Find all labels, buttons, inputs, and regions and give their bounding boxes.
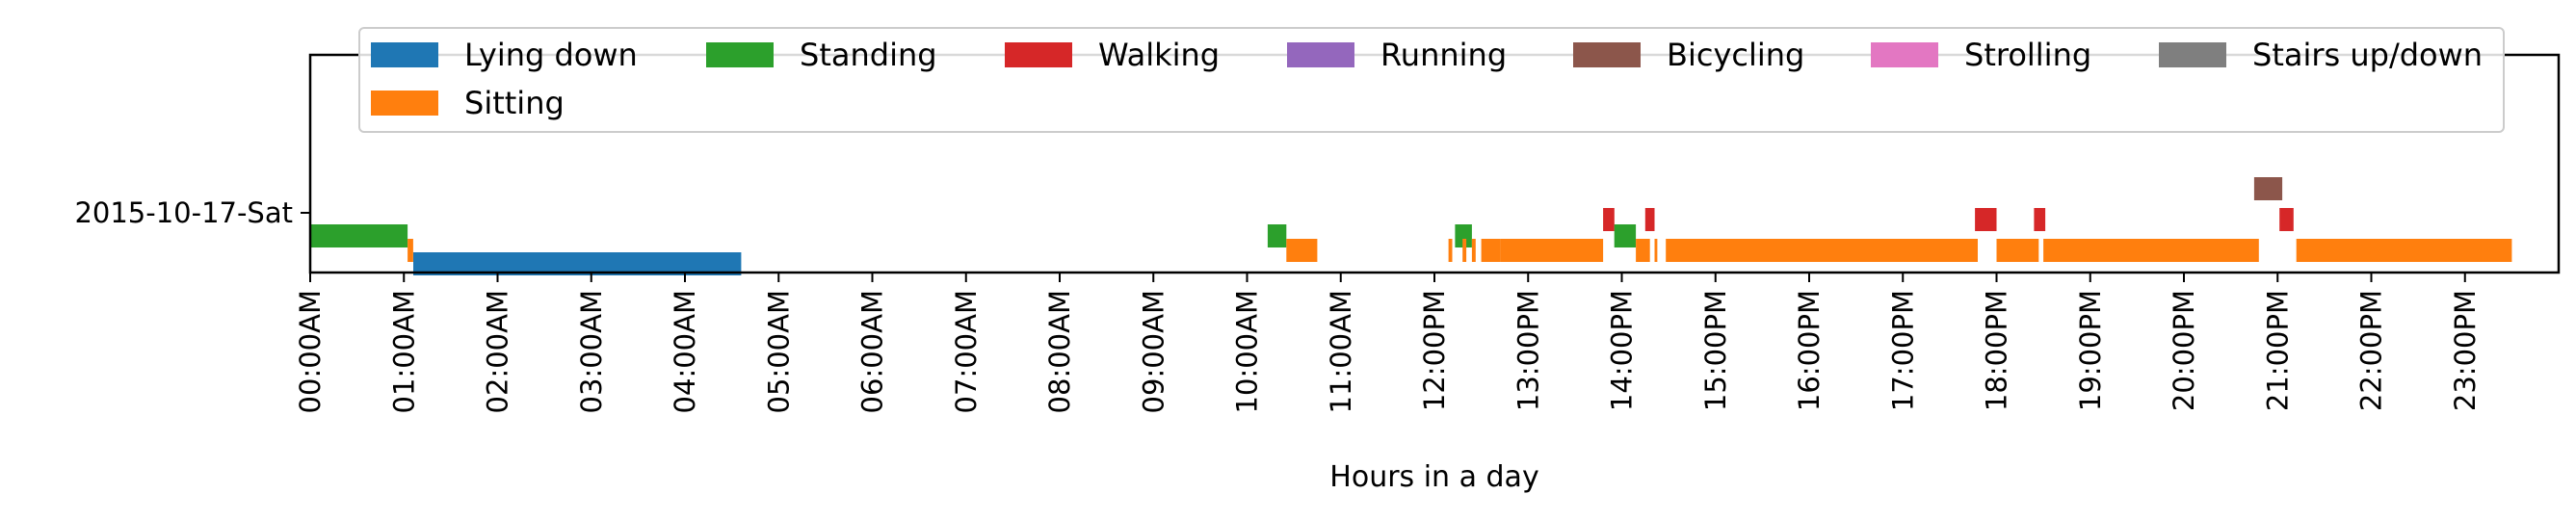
legend-label: Bicycling	[1667, 37, 1804, 73]
legend-label: Standing	[800, 37, 937, 73]
x-tick-label: 11:00AM	[1325, 290, 1357, 413]
legend-swatch	[371, 42, 438, 67]
activity-segment-sitting	[1471, 239, 1476, 262]
activity-segment-sitting	[407, 239, 413, 262]
activity-segment-sitting	[1500, 239, 1604, 262]
activity-segment-sitting	[1462, 239, 1467, 262]
legend-swatch	[1871, 42, 1938, 67]
x-tick-label: 16:00PM	[1793, 290, 1826, 411]
x-tick-label: 12:00PM	[1418, 290, 1451, 411]
legend-swatch	[706, 42, 774, 67]
x-tick-label: 21:00PM	[2261, 290, 2294, 411]
activity-segment-sitting	[1636, 239, 1650, 262]
y-tick-label: 2015-10-17-Sat	[74, 196, 293, 229]
activity-segment-walking	[1603, 208, 1615, 231]
activity-segment-sitting	[1448, 239, 1453, 262]
legend: Lying down Standing Walking Running Bicyclin…	[358, 27, 2505, 133]
x-tick-label: 15:00PM	[1699, 290, 1732, 411]
legend-label: Strolling	[1964, 37, 2091, 73]
activity-segment-walking	[1975, 208, 1997, 231]
activity-segment-bicycling	[2253, 177, 2283, 200]
legend-label: Walking	[1098, 37, 1220, 73]
x-tick-label: 07:00AM	[950, 290, 983, 413]
legend-box	[358, 27, 2505, 133]
x-tick-label: 22:00PM	[2355, 290, 2388, 411]
x-tick-label: 14:00PM	[1606, 290, 1639, 411]
x-tick-label: 01:00AM	[387, 290, 420, 413]
activity-segment-standing	[1614, 224, 1637, 247]
y-axis: 2015-10-17-Sat	[74, 196, 310, 229]
legend-swatch	[2159, 42, 2226, 67]
x-tick-label: 03:00AM	[575, 290, 608, 413]
activity-segment-walking	[2034, 208, 2046, 231]
activity-segment-sitting	[1666, 239, 1978, 262]
x-tick-label: 13:00PM	[1511, 290, 1544, 411]
activity-segment-walking	[1644, 208, 1655, 231]
activity-segment-standing	[1267, 224, 1287, 247]
x-tick-label: 04:00AM	[669, 290, 701, 413]
x-tick-label: 20:00PM	[2168, 290, 2200, 411]
activity-segment-sitting	[1996, 239, 2039, 262]
activity-segment-standing	[1455, 224, 1472, 247]
legend-swatch	[1287, 42, 1354, 67]
activity-segment-sitting	[2043, 239, 2259, 262]
activity-segment-walking	[2279, 208, 2294, 231]
x-tick-label: 09:00AM	[1137, 290, 1170, 413]
activity-segment-standing	[310, 224, 408, 247]
legend-label: Running	[1380, 37, 1507, 73]
activity-segment-sitting	[2296, 239, 2512, 262]
x-tick-label: 05:00AM	[762, 290, 795, 413]
x-tick-label: 08:00AM	[1043, 290, 1076, 413]
x-tick-label: 10:00AM	[1231, 290, 1264, 413]
legend-label: Sitting	[464, 85, 565, 121]
legend-label: Stairs up/down	[2252, 37, 2483, 73]
x-tick-label: 23:00PM	[2449, 290, 2482, 411]
legend-swatch	[1573, 42, 1641, 67]
x-tick-label: 02:00AM	[482, 290, 514, 413]
legend-swatch	[371, 91, 438, 116]
x-axis-label: Hours in a day	[1329, 460, 1538, 494]
chart-marks	[310, 177, 2512, 275]
x-tick-label: 06:00AM	[856, 290, 889, 413]
legend-swatch	[1005, 42, 1072, 67]
x-tick-label: 19:00PM	[2074, 290, 2107, 411]
x-tick-label: 17:00PM	[1886, 290, 1919, 411]
activity-segment-sitting	[1654, 239, 1658, 262]
legend-label: Lying down	[464, 37, 638, 73]
activity-segment-sitting	[1481, 239, 1501, 262]
x-tick-label: 18:00PM	[1981, 290, 2013, 411]
x-axis: 00:00AM 01:00AM 02:00AM 03:00AM 04:00AM 05:00…	[294, 273, 2482, 413]
x-tick-label: 00:00AM	[294, 290, 327, 413]
activity-segment-sitting	[1286, 239, 1318, 262]
